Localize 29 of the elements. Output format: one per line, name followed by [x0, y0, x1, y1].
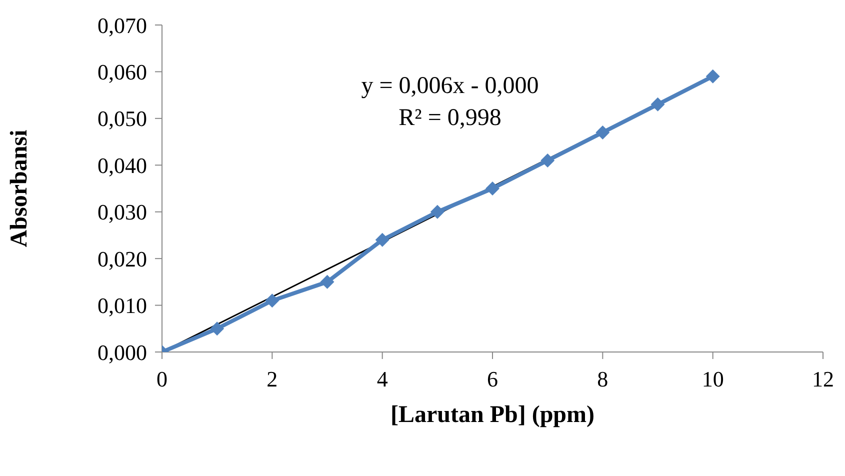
y-tick-label: 0,070 — [98, 12, 147, 38]
y-tick-label: 0,050 — [98, 106, 147, 132]
x-tick-label: 12 — [812, 366, 834, 392]
x-axis-title: [Larutan Pb] (ppm) — [390, 402, 595, 428]
point — [650, 97, 665, 112]
point — [265, 294, 280, 308]
x-tick-label: 6 — [487, 366, 498, 392]
x-tick-label: 4 — [376, 366, 388, 392]
point — [486, 182, 500, 196]
x-tick-label: 0 — [156, 366, 168, 392]
y-tick-label: 0,020 — [98, 246, 147, 272]
point — [596, 125, 610, 140]
y-tick-label: 0,000 — [98, 340, 147, 365]
point — [320, 274, 334, 289]
point — [540, 153, 555, 168]
point — [706, 69, 720, 84]
y-tick-label: 0,010 — [98, 293, 147, 318]
x-tick-label: 8 — [597, 366, 608, 392]
point — [375, 232, 390, 247]
y-tick-label: 0,060 — [98, 60, 147, 85]
x-tick-label: 2 — [266, 366, 278, 392]
annotation: y = 0,006x - 0,000 — [360, 72, 540, 101]
y-tick-label: 0,040 — [98, 152, 147, 178]
y-tick-label: 0,030 — [98, 200, 147, 225]
y-axis-title: Absorbansi — [6, 129, 33, 248]
point — [430, 204, 444, 219]
x-tick-label: 10 — [702, 366, 724, 392]
point — [210, 322, 224, 336]
annotation: R² = 0,998 — [398, 104, 502, 133]
